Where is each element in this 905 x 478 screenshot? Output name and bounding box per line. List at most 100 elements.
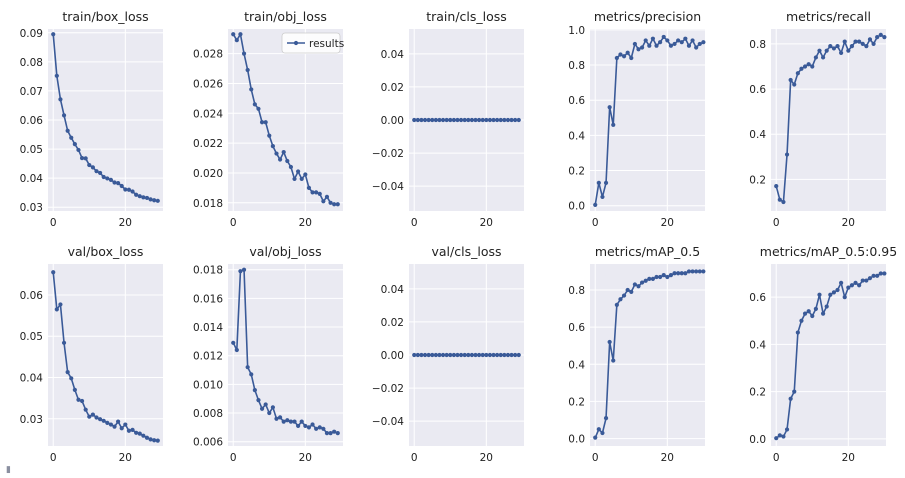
data-point (466, 352, 471, 358)
data-point (846, 285, 851, 290)
data-point (277, 415, 283, 420)
data-point (596, 180, 601, 185)
legend-marker (293, 40, 299, 46)
y-tick-label: 0.024 (193, 108, 223, 120)
data-point (665, 38, 670, 43)
data-point (593, 202, 598, 207)
data-point (469, 352, 475, 358)
data-point (451, 117, 456, 123)
data-point (54, 73, 59, 78)
data-point (477, 352, 482, 358)
data-point (292, 176, 297, 182)
y-tick-label: 0.012 (193, 351, 223, 363)
data-point (701, 269, 706, 274)
data-point (650, 36, 656, 41)
y-tick-label: 0.4 (568, 130, 585, 142)
data-point (148, 437, 153, 442)
data-point (466, 117, 471, 123)
data-point (412, 117, 417, 123)
bookmark-icon[interactable]: ▮ (6, 465, 11, 475)
data-point (683, 36, 688, 41)
data-point (317, 191, 322, 196)
data-point (108, 422, 114, 427)
data-point (788, 396, 793, 401)
data-point (661, 34, 666, 40)
data-point (878, 32, 883, 37)
data-point (593, 435, 598, 440)
y-tick-label: 0.2 (568, 166, 585, 178)
data-point (806, 309, 811, 314)
data-point (90, 165, 95, 170)
data-point (875, 35, 880, 40)
chart-title: train/cls_loss (426, 9, 507, 24)
chart-title: metrics/mAP_0.5 (595, 244, 700, 259)
data-point (263, 120, 268, 125)
data-point (61, 113, 67, 118)
data-point (281, 419, 286, 424)
data-point (332, 202, 337, 207)
data-point (263, 402, 268, 407)
data-point (144, 435, 150, 440)
data-point (306, 425, 312, 430)
data-point (487, 117, 493, 123)
y-tick-label: 0.2 (568, 396, 585, 408)
data-point (806, 62, 811, 67)
data-point (607, 339, 612, 345)
y-tick-label: 0.4 (749, 339, 766, 351)
data-point (516, 352, 521, 358)
data-point (871, 41, 876, 47)
data-point (831, 46, 837, 51)
chart-title: val/box_loss (68, 244, 144, 259)
data-point (288, 164, 294, 170)
data-point (603, 180, 609, 185)
y-tick-label: 0.018 (193, 265, 223, 277)
y-tick-label: 0.2 (749, 387, 766, 399)
data-point (419, 117, 424, 123)
x-tick-label: 0 (773, 217, 780, 229)
data-point (256, 398, 261, 403)
data-point (781, 199, 786, 205)
data-point (144, 195, 150, 201)
data-point (701, 40, 706, 45)
data-point (148, 197, 153, 202)
data-point (234, 347, 239, 353)
x-tick-label: 0 (773, 452, 780, 464)
data-point (324, 194, 330, 199)
y-tick-label: 0.006 (193, 437, 223, 449)
data-point (241, 267, 247, 272)
data-point (328, 200, 333, 205)
data-point (79, 398, 85, 404)
data-point (795, 71, 800, 76)
data-point (839, 280, 844, 286)
data-point (509, 117, 514, 123)
plot-area (228, 29, 343, 211)
data-point (882, 271, 887, 276)
data-point (101, 174, 106, 180)
data-point (679, 271, 684, 276)
data-point (155, 198, 160, 203)
chart-title: metrics/mAP_0.5:0.95 (760, 244, 897, 259)
data-point (288, 419, 294, 424)
data-point (802, 311, 808, 316)
data-point (618, 52, 623, 57)
y-tick-label: 0.04 (381, 49, 405, 61)
data-point (491, 117, 496, 123)
data-point (469, 117, 475, 123)
data-point (484, 117, 489, 123)
data-point (97, 417, 103, 422)
x-tick-label: 0 (411, 217, 418, 229)
data-point (774, 184, 779, 189)
data-point (495, 117, 500, 123)
y-tick-label: 0.02 (381, 82, 404, 94)
data-point (853, 39, 858, 44)
data-point (314, 190, 319, 195)
data-point (296, 423, 301, 429)
data-point (310, 190, 315, 195)
data-point (65, 128, 70, 133)
data-point (412, 352, 417, 358)
x-tick-label: 20 (119, 452, 132, 464)
data-point (458, 352, 464, 358)
data-point (867, 37, 873, 42)
y-tick-label: 0.6 (568, 95, 585, 107)
x-tick-label: 0 (50, 452, 57, 464)
